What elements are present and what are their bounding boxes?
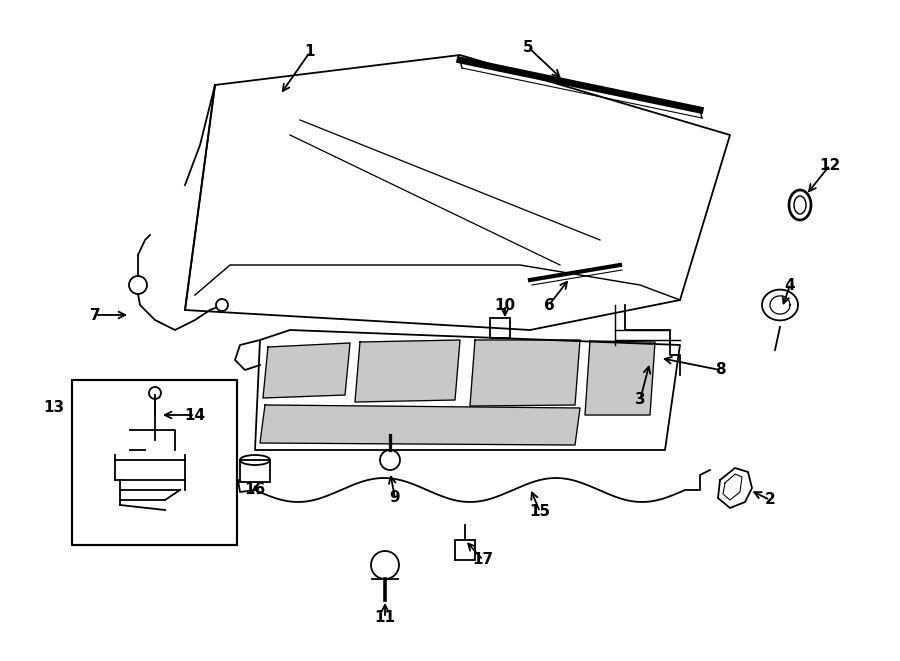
Text: 1: 1 (305, 44, 315, 59)
Text: 7: 7 (90, 307, 100, 323)
Text: 4: 4 (785, 278, 796, 293)
Text: 13: 13 (43, 401, 65, 416)
Bar (455, 540, 475, 560)
Polygon shape (263, 343, 350, 398)
Text: 16: 16 (245, 483, 266, 498)
Text: 2: 2 (765, 492, 776, 508)
Text: 6: 6 (544, 297, 554, 313)
Polygon shape (355, 340, 460, 402)
Bar (72, 380, 237, 545)
Text: 12: 12 (819, 157, 841, 173)
Text: 3: 3 (634, 393, 645, 407)
Polygon shape (585, 341, 655, 415)
Text: 9: 9 (390, 490, 400, 506)
Polygon shape (260, 405, 580, 445)
Bar (240, 460, 270, 482)
Text: 14: 14 (184, 407, 205, 422)
Text: 15: 15 (529, 504, 551, 520)
Text: 11: 11 (374, 611, 395, 625)
Text: 17: 17 (472, 553, 493, 568)
Text: 5: 5 (523, 40, 534, 54)
Bar (490, 318, 510, 338)
Polygon shape (470, 340, 580, 406)
Text: 10: 10 (494, 297, 516, 313)
Text: 8: 8 (715, 362, 725, 377)
